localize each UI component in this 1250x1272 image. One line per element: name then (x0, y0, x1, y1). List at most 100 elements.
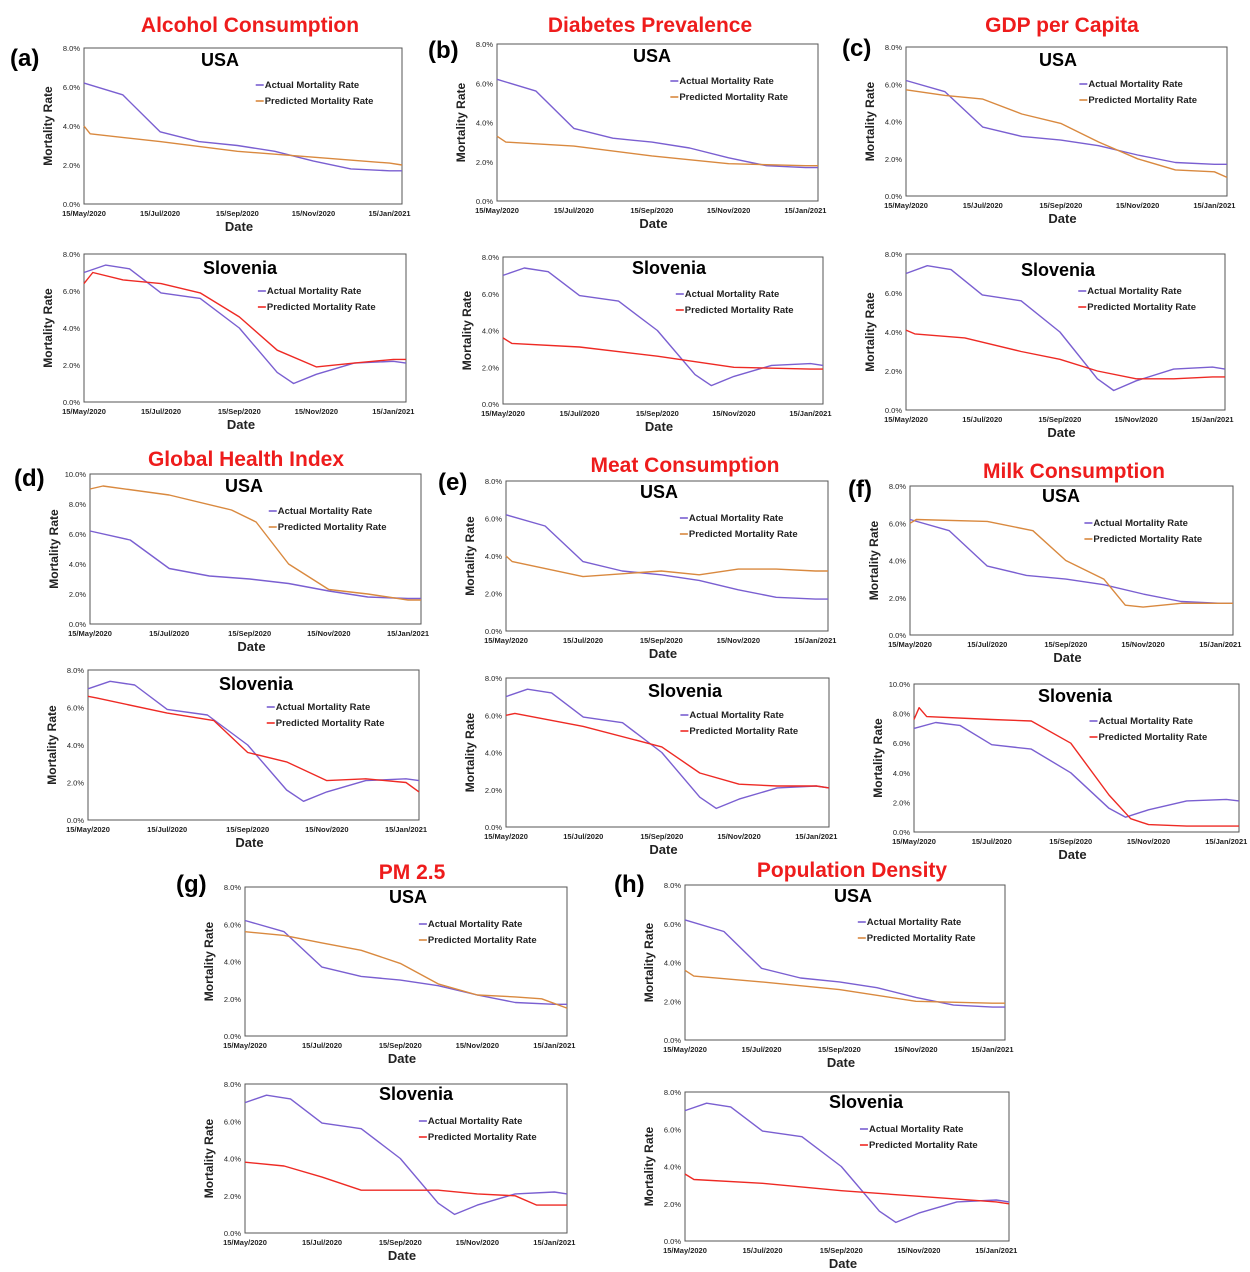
series-line-actual (505, 514, 828, 600)
legend-label: Predicted Mortality Rate (869, 1140, 978, 1151)
plot-area (89, 473, 422, 625)
x-tick-label: 15/Nov/2020 (292, 209, 335, 218)
x-tick-label: 15/Sep/2020 (640, 636, 683, 645)
y-tick-label: 4.0% (485, 552, 502, 561)
x-axis-title: Date (1047, 425, 1075, 440)
x-tick-label: 15/Nov/2020 (1121, 640, 1164, 649)
figure-title: Meat Consumption (591, 454, 780, 477)
legend-label: Actual Mortality Rate (428, 919, 523, 930)
x-tick-label: 15/May/2020 (223, 1041, 267, 1050)
x-axis-title: Date (827, 1055, 855, 1070)
y-axis-title: Mortality Rate (463, 713, 477, 793)
y-tick-label: 6.0% (664, 1125, 681, 1134)
x-axis-title: Date (1058, 847, 1086, 862)
y-tick-label: 8.0% (664, 1088, 681, 1097)
x-tick-label: 15/Jul/2020 (141, 407, 181, 416)
y-tick-label: 6.0% (224, 920, 241, 929)
y-tick-label: 0.0% (485, 823, 502, 832)
x-tick-label: 15/Sep/2020 (1049, 837, 1092, 846)
country-label: Slovenia (632, 258, 707, 278)
y-tick-label: 4.0% (664, 1163, 681, 1172)
country-label: USA (633, 46, 671, 66)
figure-label: (e) (438, 469, 467, 496)
figure-group-8: Population Density (h) 0.0% 2.0% 4.0% 6.0% 8.0… (614, 859, 1017, 1271)
country-label: USA (201, 50, 239, 70)
y-tick-label: 6.0% (885, 289, 902, 298)
y-tick-label: 4.0% (476, 119, 493, 128)
y-axis-title: Mortality Rate (202, 1119, 216, 1199)
x-tick-label: 15/May/2020 (892, 837, 936, 846)
y-axis-title: Mortality Rate (863, 82, 877, 162)
y-tick-label: 8.0% (482, 253, 499, 262)
y-axis-title: Mortality Rate (202, 922, 216, 1002)
y-tick-label: 0.0% (482, 400, 499, 409)
x-tick-label: 15/Jul/2020 (742, 1246, 782, 1255)
y-tick-label: 6.0% (893, 739, 910, 748)
y-tick-label: 6.0% (885, 80, 902, 89)
y-tick-label: 0.0% (476, 197, 493, 206)
x-tick-label: 15/Nov/2020 (1127, 837, 1170, 846)
y-tick-label: 4.0% (63, 122, 80, 131)
x-tick-label: 15/Jan/2021 (1199, 640, 1241, 649)
country-label: USA (1042, 486, 1080, 506)
x-tick-label: 15/Sep/2020 (379, 1238, 422, 1247)
x-tick-label: 15/Sep/2020 (1039, 201, 1082, 210)
series-line-actual (505, 688, 830, 810)
panel-usa: 0.0% 2.0% 4.0% 6.0% 8.0% 15/May/2020 15/Jul/20… (863, 43, 1235, 226)
y-tick-label: 8.0% (885, 250, 902, 259)
country-label: Slovenia (203, 258, 278, 278)
panel-usa: 0.0% 2.0% 4.0% 6.0% 8.0% 15/May/2020 15/Jul/20… (867, 482, 1241, 665)
panel-slovenia: 0.0% 2.0% 4.0% 6.0% 8.0% 15/May/2020 15/Jul/20… (463, 674, 837, 857)
y-axis-title: Mortality Rate (863, 292, 877, 372)
x-tick-label: 15/Nov/2020 (456, 1238, 499, 1247)
y-tick-label: 0.0% (224, 1032, 241, 1041)
series-line-predicted (684, 969, 1005, 1004)
x-tick-label: 15/Sep/2020 (1044, 640, 1087, 649)
y-tick-label: 8.0% (69, 500, 86, 509)
x-axis-title: Date (649, 842, 677, 857)
panel-slovenia: 0.0% 2.0% 4.0% 6.0% 8.0% 15/May/2020 15/Jul/20… (460, 253, 832, 434)
y-tick-label: 6.0% (63, 287, 80, 296)
x-tick-label: 15/Nov/2020 (894, 1045, 937, 1054)
y-tick-label: 2.0% (664, 1200, 681, 1209)
y-tick-label: 6.0% (69, 530, 86, 539)
x-tick-label: 15/Sep/2020 (820, 1246, 863, 1255)
panel-slovenia: 0.0% 2.0% 4.0% 6.0% 8.0% 15/May/2020 15/Jul/20… (41, 250, 414, 432)
legend-label: Predicted Mortality Rate (278, 522, 387, 533)
legend-label: Predicted Mortality Rate (428, 935, 537, 946)
x-tick-label: 15/Sep/2020 (218, 407, 261, 416)
x-axis-title: Date (645, 419, 673, 434)
x-axis-title: Date (237, 639, 265, 654)
y-axis-title: Mortality Rate (460, 291, 474, 371)
y-tick-label: 2.0% (664, 997, 681, 1006)
legend-label: Predicted Mortality Rate (265, 96, 374, 107)
y-tick-label: 2.0% (69, 590, 86, 599)
y-tick-label: 8.0% (63, 44, 80, 53)
x-tick-label: 15/Jul/2020 (742, 1045, 782, 1054)
y-tick-label: 8.0% (63, 250, 80, 259)
y-tick-label: 4.0% (885, 328, 902, 337)
y-tick-label: 2.0% (893, 798, 910, 807)
panel-usa: 0.0% 2.0% 4.0% 6.0% 8.0% 15/May/2020 15/Jul/20… (642, 881, 1014, 1070)
country-label: USA (834, 886, 872, 906)
y-tick-label: 4.0% (893, 769, 910, 778)
series-line-actual (89, 530, 421, 600)
series-line-predicted (502, 337, 823, 370)
x-tick-label: 15/Sep/2020 (1038, 415, 1081, 424)
y-axis-title: Mortality Rate (454, 83, 468, 163)
y-tick-label: 6.0% (67, 704, 84, 713)
country-label: Slovenia (379, 1084, 454, 1104)
y-tick-label: 4.0% (485, 749, 502, 758)
y-tick-label: 0.0% (664, 1036, 681, 1045)
legend-label: Predicted Mortality Rate (689, 726, 798, 737)
x-tick-label: 15/Jan/2021 (1205, 837, 1247, 846)
y-tick-label: 4.0% (67, 741, 84, 750)
panel-slovenia: 0.0% 2.0% 4.0% 6.0% 8.0% 15/May/2020 15/Jul/20… (202, 1080, 575, 1263)
legend-label: Actual Mortality Rate (428, 1116, 523, 1127)
figure-title: PM 2.5 (379, 861, 446, 884)
x-tick-label: 15/May/2020 (66, 825, 110, 834)
y-tick-label: 4.0% (664, 959, 681, 968)
plot-area (913, 683, 1240, 833)
series-line-predicted (905, 329, 1225, 380)
legend-label: Actual Mortality Rate (1087, 286, 1182, 297)
